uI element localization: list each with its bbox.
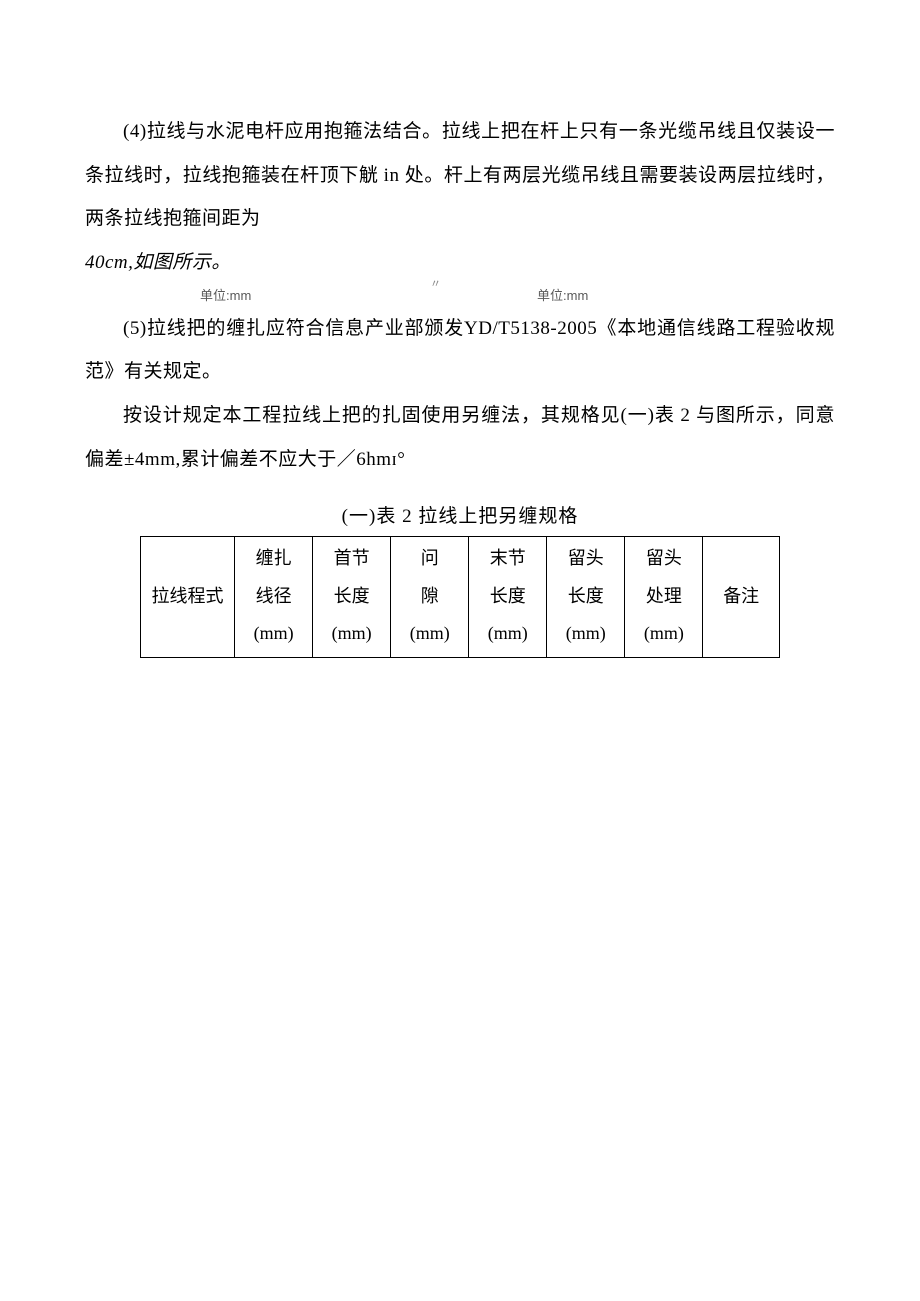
table-header-cell: 末节 长度 (mm) (469, 536, 547, 657)
cell-text: 问 (421, 540, 439, 578)
table-header-cell: 缠扎 线径 (mm) (235, 536, 313, 657)
cell-text: 留头 (646, 540, 682, 578)
table-header-cell: 留头 长度 (mm) (547, 536, 625, 657)
cell-text: 首节 (334, 540, 370, 578)
cell-text: (mm) (566, 615, 606, 653)
paragraph-4-tail: 40cm,如图所示。 (85, 241, 835, 285)
document-page: (4)拉线与水泥电杆应用抱箍法结合。拉线上把在杆上只有一条光缆吊线且仅装设一条拉… (0, 0, 920, 718)
cell-text: 处理 (646, 578, 682, 616)
ditto-mark: 〃 (430, 275, 441, 291)
cell-text: (mm) (332, 615, 372, 653)
cell-text: 长度 (568, 578, 604, 616)
paragraph-5: (5)拉线把的缠扎应符合信息产业部颁发YD/T5138-2005《本地通信线路工… (85, 307, 835, 394)
cell-text: 末节 (490, 540, 526, 578)
table-header-cell: 拉线程式 (141, 536, 235, 657)
table-header-cell: 首节 长度 (mm) (313, 536, 391, 657)
table-row: 拉线程式 缠扎 线径 (mm) 首节 长度 (mm) (141, 536, 780, 657)
cell-text: (mm) (644, 615, 684, 653)
cell-text: 长度 (334, 578, 370, 616)
cell-text: 线径 (256, 578, 292, 616)
cell-text: 隙 (421, 578, 439, 616)
table-caption: (一)表 2 拉线上把另缠规格 (85, 498, 835, 536)
table-header-cell: 备注 (703, 536, 780, 657)
cell-text: 缠扎 (256, 540, 292, 578)
unit-label-left: 单位:mm (200, 285, 251, 304)
cell-text: (mm) (488, 615, 528, 653)
table-header-cell: 问 隙 (mm) (391, 536, 469, 657)
unit-labels-row: 〃 单位:mm 单位:mm (85, 285, 835, 307)
paragraph-6: 按设计规定本工程拉线上把的扎固使用另缠法，其规格见(一)表 2 与图所示，同意偏… (85, 394, 835, 481)
cell-text: 长度 (490, 578, 526, 616)
spec-table: 拉线程式 缠扎 线径 (mm) 首节 长度 (mm) (140, 536, 780, 658)
unit-label-right: 单位:mm (537, 285, 588, 304)
table-header-cell: 留头 处理 (mm) (625, 536, 703, 657)
cell-text: (mm) (254, 615, 294, 653)
paragraph-4: (4)拉线与水泥电杆应用抱箍法结合。拉线上把在杆上只有一条光缆吊线且仅装设一条拉… (85, 110, 835, 241)
cell-text: 备注 (723, 578, 759, 616)
cell-text: (mm) (410, 615, 450, 653)
cell-text: 留头 (568, 540, 604, 578)
cell-text: 拉线程式 (152, 578, 224, 616)
